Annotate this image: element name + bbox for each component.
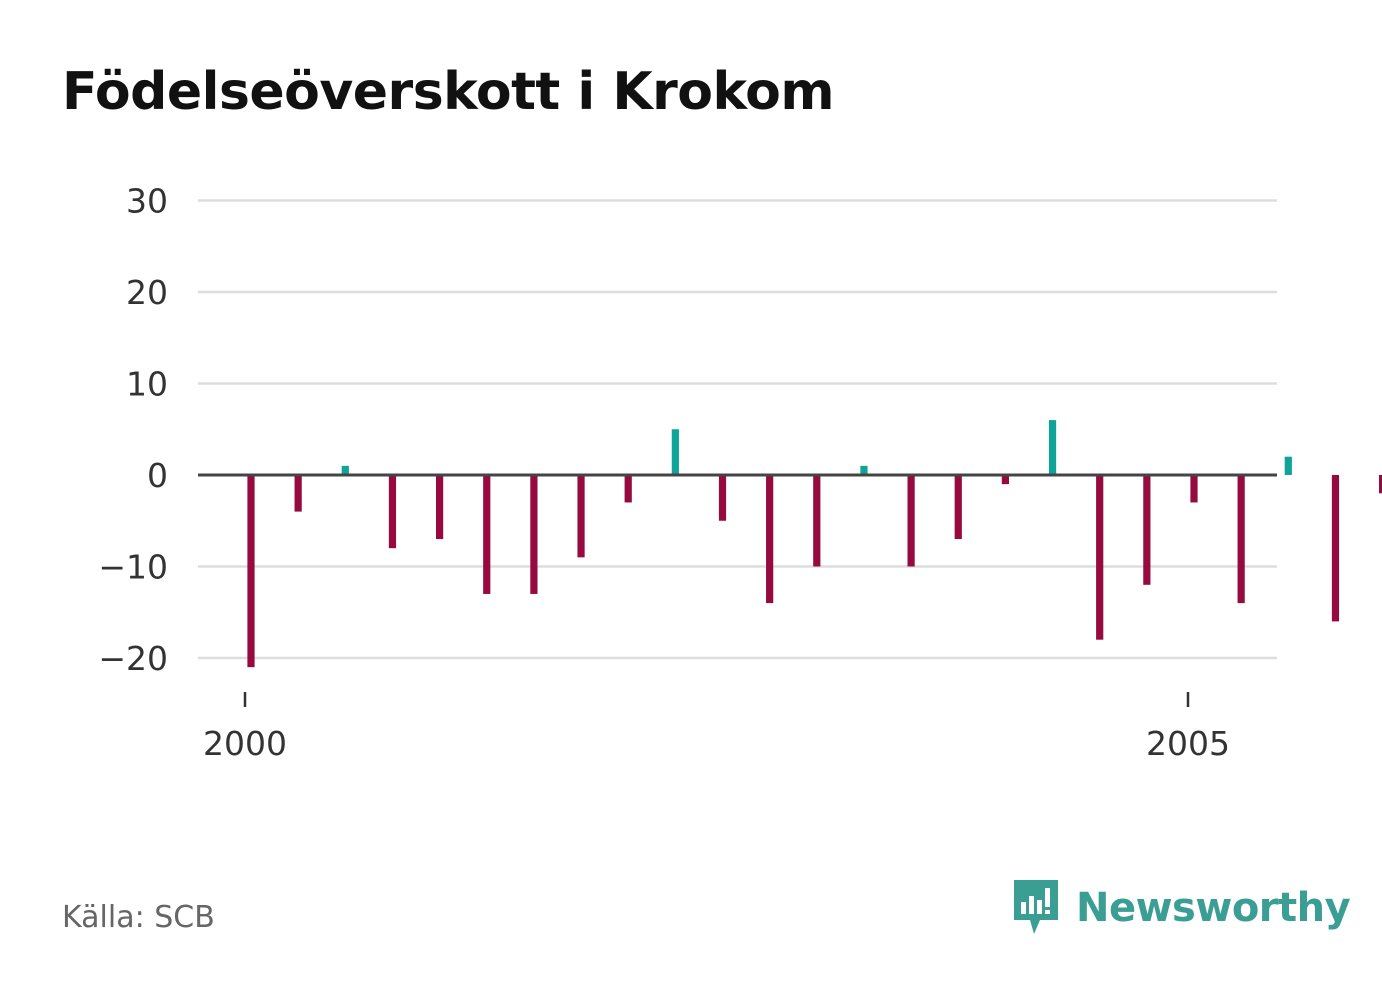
x-tick-label: 2000	[203, 724, 287, 763]
gridlines	[198, 199, 1277, 660]
y-tick-label: 10	[126, 365, 168, 404]
bar	[1284, 456, 1292, 475]
brand-name: Newsworthy	[1076, 885, 1351, 931]
bar	[577, 475, 585, 558]
bar	[294, 475, 302, 512]
bar	[860, 465, 868, 475]
bar	[483, 475, 491, 594]
y-tick-label: 20	[126, 273, 168, 312]
y-tick-label: 0	[147, 456, 168, 495]
brand: Newsworthy	[1010, 878, 1351, 938]
bar	[436, 475, 444, 540]
y-tick-label: −20	[98, 639, 168, 678]
x-tick-label: 2005	[1146, 724, 1230, 763]
bar	[954, 475, 962, 540]
bar	[1379, 475, 1382, 494]
y-tick-label: 30	[126, 182, 168, 221]
bar	[1237, 475, 1245, 604]
bar	[247, 475, 255, 668]
bar	[907, 475, 915, 567]
bars	[247, 420, 1382, 668]
bar	[766, 475, 774, 604]
bar	[1001, 475, 1009, 485]
x-axis: 200020052010201520202025	[203, 692, 1230, 763]
y-tick-label: −10	[98, 548, 168, 587]
bar	[1143, 475, 1151, 585]
bar	[624, 475, 632, 503]
y-axis: 30 20 10 0 −10 −20	[98, 182, 168, 679]
newsworthy-logo-icon	[1014, 880, 1058, 934]
bar	[1096, 475, 1104, 640]
source-label: Källa: SCB	[62, 900, 215, 935]
bar	[718, 475, 727, 521]
bar	[1048, 420, 1057, 475]
bar	[813, 475, 821, 567]
bar	[341, 465, 349, 475]
bar	[671, 429, 679, 475]
chart-title: Födelseöverskott i Krokom	[62, 62, 835, 122]
bar	[388, 475, 397, 549]
bar	[1190, 475, 1198, 503]
bar	[530, 475, 538, 594]
bar	[1331, 475, 1340, 622]
